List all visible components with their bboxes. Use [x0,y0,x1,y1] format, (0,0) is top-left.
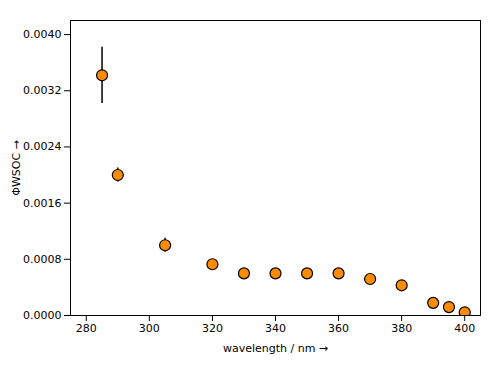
svg-text:0.0024: 0.0024 [23,140,62,153]
svg-text:400: 400 [454,322,475,335]
svg-text:wavelength / nm →: wavelength / nm → [223,342,328,355]
svg-text:360: 360 [328,322,349,335]
svg-text:0.0016: 0.0016 [23,197,62,210]
svg-text:300: 300 [139,322,160,335]
svg-text:320: 320 [202,322,223,335]
svg-text:380: 380 [391,322,412,335]
svg-text:340: 340 [265,322,286,335]
svg-text:0.0008: 0.0008 [23,253,62,266]
svg-text:ΦWSOC →: ΦWSOC → [10,140,23,196]
svg-text:0.0040: 0.0040 [23,28,62,41]
svg-text:0.0000: 0.0000 [23,309,62,322]
svg-text:0.0032: 0.0032 [23,84,62,97]
svg-text:280: 280 [76,322,97,335]
